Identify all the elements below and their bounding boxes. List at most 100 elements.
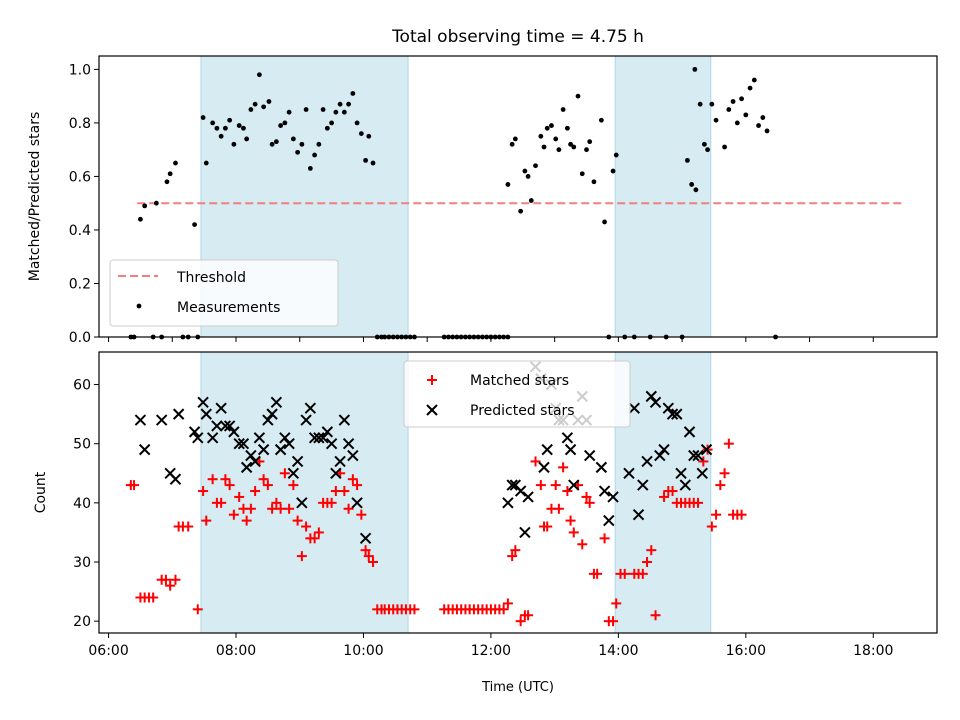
predicted-marker [321,426,334,438]
matched-marker [262,480,273,491]
predicted-marker [308,432,321,444]
data-point [560,107,566,112]
matched-marker [160,574,171,585]
predicted-marker [654,449,666,462]
top-axes: 0.0 0.2 0.4 0.6 0.8 1.0 Matched/Predicted star… [27,55,938,346]
matched-marker [201,515,212,526]
predicted-marker [519,526,531,539]
data-point [236,123,242,128]
predicted-marker [270,396,283,408]
data-point [222,125,228,131]
data-point [602,219,607,225]
matched-marker [581,491,592,502]
data-point [610,168,616,174]
matched-marker [288,480,299,491]
data-point [142,203,148,209]
matched-marker [510,545,521,556]
predicted-marker [296,497,308,509]
data-point [512,136,518,142]
data-point [278,123,284,128]
matched-marker [368,557,379,568]
predicted-marker [583,449,596,462]
predicted-marker [138,443,151,456]
matched-marker [523,610,534,621]
data-point [269,141,275,147]
matched-marker [736,509,747,520]
data-point [591,179,597,185]
matched-marker [198,486,209,497]
predicted-marker [338,414,351,426]
predicted-marker [607,491,619,503]
y-tick-label: 0.0 [69,330,91,346]
x-tick-label: 06:00 [88,643,128,659]
predicted-marker [287,467,300,479]
data-point [722,144,727,150]
predicted-marker [206,432,219,444]
matched-marker [667,486,678,497]
predicted-marker [228,426,240,438]
predicted-marker [522,491,534,503]
predicted-marker [637,479,649,491]
predicted-marker [266,408,278,420]
data-point [167,171,173,177]
data-point [256,72,262,78]
predicted-marker [169,473,182,485]
data-point [210,120,216,126]
predicted-marker [679,479,691,491]
predicted-marker [262,414,274,426]
data-point [244,136,250,142]
matched-marker [228,509,239,520]
figure-title: Total observing time = 4.75 h [391,27,644,47]
data-point [764,128,770,134]
matched-marker [148,592,159,603]
predicted-marker [313,432,325,444]
x-tick-label: 14:00 [598,643,638,659]
predicted-marker [632,508,645,521]
data-point [354,120,360,126]
predicted-marker [211,420,223,432]
data-point [366,133,372,139]
predicted-marker [564,443,577,456]
predicted-marker [279,432,291,444]
data-point [282,120,288,126]
data-point [252,101,258,107]
matched-marker [258,474,269,485]
matched-marker [637,568,648,579]
data-point [316,141,322,147]
legend: Threshold Measurements [109,259,339,327]
predicted-marker [237,437,250,450]
predicted-marker [240,461,253,474]
data-point [153,200,159,206]
data-point [734,120,740,126]
matched-marker [568,527,579,538]
x-tick-label: 12:00 [471,643,511,659]
y-tick-label: 60 [73,378,91,394]
matched-marker [698,456,709,467]
y-axis-label: Count [33,471,49,513]
data-point [528,198,534,203]
predicted-marker [502,497,514,509]
matched-marker [220,474,231,485]
matched-marker [619,568,630,579]
matched-marker [245,503,256,514]
matched-marker [356,509,367,520]
predicted-marker [506,479,518,491]
matched-marker [550,480,561,491]
legend: Matched stars Predicted stars [403,360,631,428]
legend-measurements-label: Measurements [177,300,280,316]
matched-marker [530,456,541,467]
data-point [358,131,364,137]
predicted-marker [603,514,615,527]
matched-marker [592,568,603,579]
matched-marker [313,527,324,538]
matched-marker [309,533,320,544]
data-point [553,136,559,142]
y-tick-label: 0.2 [69,276,91,292]
data-point [505,182,511,187]
matched-marker [535,480,546,491]
matched-marker [363,551,374,562]
matched-marker [507,551,518,562]
matched-marker [611,598,622,609]
data-point [303,107,309,112]
predicted-marker [325,437,338,450]
